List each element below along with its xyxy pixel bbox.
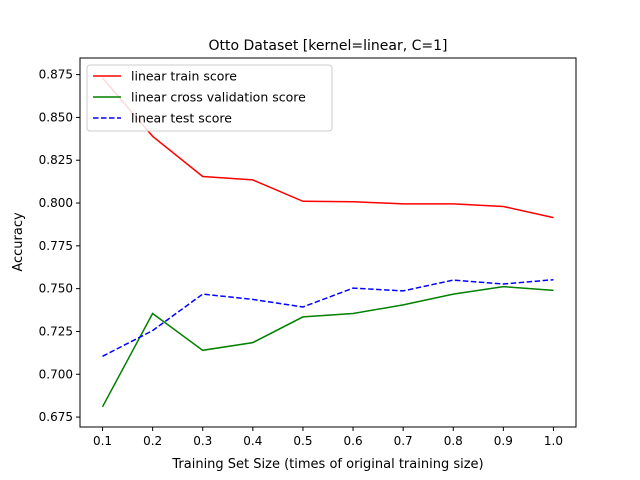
x-tick-label: 0.9 — [494, 434, 513, 448]
chart-title: Otto Dataset [kernel=linear, C=1] — [209, 38, 448, 54]
series-layer — [101, 77, 554, 408]
y-tick-label: 0.750 — [39, 282, 73, 296]
y-axis-ticks: 0.675 0.700 0.725 0.750 0.775 0.800 0.825 0.850… — [39, 68, 80, 424]
y-tick-label: 0.675 — [39, 410, 73, 424]
legend-label: linear cross validation score — [131, 90, 306, 105]
x-tick-label: 0.1 — [93, 434, 112, 448]
legend-label: linear train score — [131, 69, 237, 84]
x-tick-label: 0.5 — [293, 434, 312, 448]
legend-box — [86, 64, 333, 132]
series-line-2 — [101, 285, 554, 408]
y-tick-label: 0.775 — [39, 239, 73, 253]
series-line-3 — [102, 278, 554, 357]
x-tick-label: 0.8 — [444, 434, 463, 448]
x-tick-label: 0.2 — [143, 434, 162, 448]
y-tick-label: 0.825 — [39, 153, 73, 167]
y-tick-label: 0.700 — [39, 367, 73, 381]
series-line-1 — [101, 77, 554, 219]
x-axis-ticks: 0.1 0.2 0.3 0.4 0.5 0.6 0.7 0.8 0.9 1.0 — [93, 427, 563, 448]
legend-label: linear test score — [131, 111, 232, 126]
x-tick-label: 1.0 — [544, 434, 563, 448]
y-tick-label: 0.850 — [39, 110, 73, 124]
y-tick-label: 0.800 — [39, 196, 73, 210]
x-tick-label: 0.4 — [243, 434, 262, 448]
plot-area: 0.1 0.2 0.3 0.4 0.5 0.6 0.7 0.8 0.9 1.0 0.675 0.70… — [39, 57, 577, 448]
chart-legend: linear train score linear cross validatio… — [86, 64, 333, 132]
y-tick-label: 0.875 — [39, 68, 73, 82]
x-axis-label: Training Set Size (times of original tra… — [171, 457, 483, 472]
x-tick-label: 0.6 — [344, 434, 363, 448]
x-tick-label: 0.7 — [394, 434, 413, 448]
plot-frame — [79, 57, 577, 428]
y-tick-label: 0.725 — [39, 324, 73, 338]
y-axis-label: Accuracy — [11, 212, 26, 272]
x-tick-label: 0.3 — [193, 434, 212, 448]
